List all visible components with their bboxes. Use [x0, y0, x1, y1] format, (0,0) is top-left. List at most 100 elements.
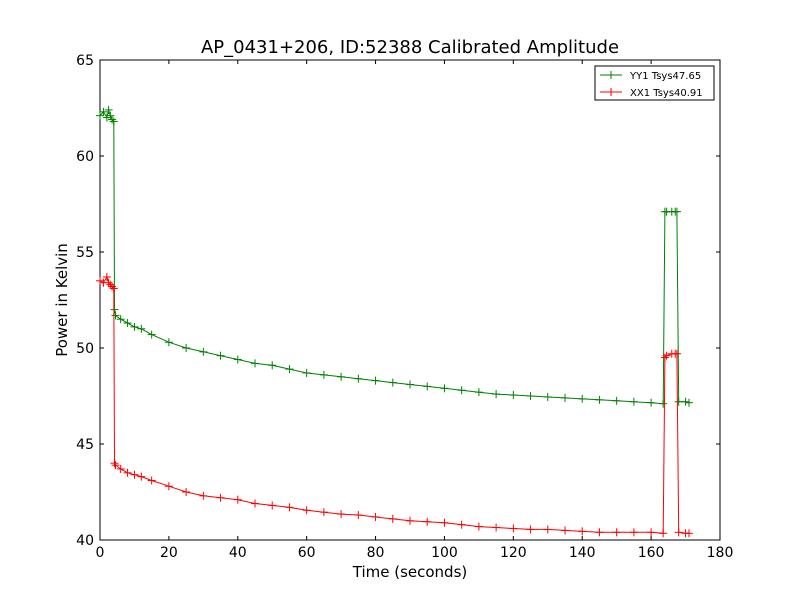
data-point	[660, 353, 669, 362]
data-point	[629, 397, 638, 406]
x-tick-label: 180	[707, 545, 734, 561]
data-point	[561, 526, 569, 535]
data-point	[111, 461, 120, 470]
data-point	[337, 372, 346, 381]
legend-box	[594, 65, 715, 101]
x-axis: 0 20 40 60 80 100 120 140 160 180	[96, 60, 734, 561]
data-point	[509, 391, 518, 400]
data-point	[406, 516, 414, 525]
series-layer	[96, 105, 693, 538]
legend-label: XX1 Tsys40.91	[630, 88, 703, 99]
data-point	[233, 355, 242, 364]
plot-area	[99, 59, 721, 541]
data-point	[102, 113, 111, 122]
data-point	[130, 470, 139, 479]
data-point	[302, 506, 311, 515]
x-tick-label: 120	[500, 545, 527, 561]
data-point	[354, 374, 363, 383]
data-point	[492, 390, 501, 399]
x-tick-label: 100	[431, 545, 458, 561]
data-point	[164, 338, 173, 347]
data-point	[595, 528, 604, 537]
data-point	[595, 395, 604, 404]
data-point	[106, 111, 115, 120]
data-point	[111, 311, 120, 320]
data-point	[674, 528, 683, 537]
data-point	[612, 396, 621, 405]
legend-entry: XX1 Tsys40.91	[600, 88, 703, 99]
data-point	[110, 459, 119, 468]
x-axis-label: Time (seconds)	[352, 563, 468, 581]
y-tick-label: 55	[76, 245, 94, 261]
data-point	[662, 351, 671, 360]
data-point	[371, 376, 380, 385]
data-point	[647, 528, 656, 537]
data-point	[659, 529, 668, 538]
plot-frame	[99, 59, 721, 541]
data-point	[104, 105, 113, 114]
data-point	[509, 524, 518, 533]
data-point	[123, 468, 132, 477]
data-point	[108, 282, 117, 291]
x-tick-label: 80	[367, 545, 385, 561]
data-point	[388, 514, 397, 523]
data-point	[685, 398, 693, 407]
chart-title: AP_0431+206, ID:52388 Calibrated Amplitu…	[201, 37, 619, 58]
data-point	[457, 386, 466, 395]
data-point	[147, 476, 156, 485]
data-point	[685, 529, 693, 538]
data-point	[319, 508, 328, 517]
data-point	[182, 344, 191, 352]
data-point	[681, 397, 690, 406]
data-point	[216, 493, 225, 502]
data-point	[371, 512, 380, 521]
y-tick-label: 50	[76, 341, 94, 357]
data-point	[672, 207, 681, 216]
data-point	[629, 528, 638, 537]
data-point	[578, 527, 587, 536]
data-point	[268, 361, 277, 370]
data-point	[457, 520, 466, 529]
data-point	[268, 501, 277, 510]
data-point	[106, 280, 115, 289]
data-point	[526, 525, 535, 534]
data-point	[543, 525, 552, 534]
data-point	[423, 382, 432, 391]
y-tick-label: 45	[76, 437, 94, 453]
data-point	[543, 392, 552, 401]
data-point	[109, 284, 118, 293]
data-point	[474, 388, 483, 397]
x-tick-label: 160	[638, 545, 665, 561]
data-point	[285, 503, 294, 512]
data-point	[96, 111, 104, 120]
data-point	[199, 491, 208, 500]
data-point	[251, 359, 259, 368]
data-point	[116, 464, 125, 473]
data-point	[526, 392, 535, 400]
data-point	[199, 347, 208, 356]
data-point	[123, 319, 132, 328]
data-point	[109, 117, 118, 126]
data-point	[108, 115, 117, 124]
legend-entry: YY1 Tsys47.65	[600, 71, 701, 82]
data-point	[99, 107, 108, 116]
series-0	[96, 105, 693, 408]
data-point	[96, 276, 104, 285]
data-point	[130, 322, 139, 331]
x-tick-label: 140	[569, 545, 596, 561]
data-point	[233, 495, 242, 504]
data-point	[147, 330, 156, 339]
data-point	[674, 397, 683, 406]
series-line	[99, 275, 689, 534]
data-point	[319, 370, 328, 379]
data-point	[647, 398, 656, 407]
data-point	[285, 365, 294, 374]
legend-label: YY1 Tsys47.65	[629, 71, 701, 82]
data-point	[251, 499, 259, 508]
x-tick-label: 40	[229, 545, 247, 561]
data-point	[672, 349, 681, 358]
data-point	[612, 528, 621, 537]
x-tick-label: 60	[298, 545, 316, 561]
data-point	[561, 393, 569, 402]
